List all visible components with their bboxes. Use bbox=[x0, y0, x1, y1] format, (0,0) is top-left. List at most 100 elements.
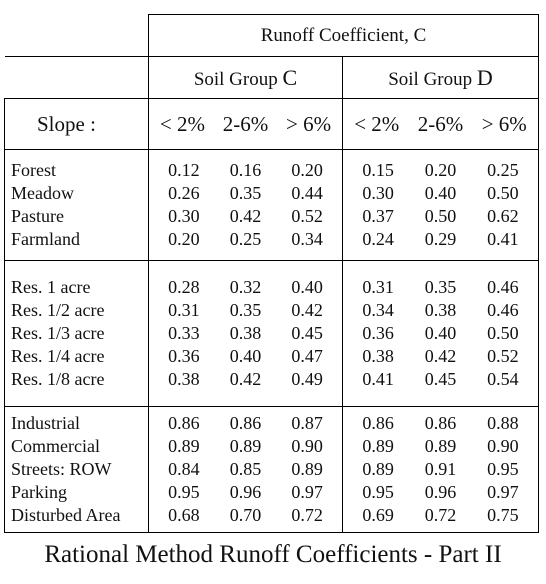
section-row: Industrial Commercial Streets: ROW Parking D… bbox=[4, 406, 539, 533]
coefficient-value: 0.42 bbox=[229, 206, 262, 226]
value-row: 0.15 0.20 0.25 bbox=[343, 159, 538, 182]
figure-caption: Rational Method Runoff Coefficients - Pa… bbox=[44, 541, 502, 568]
coefficient-value: 0.40 bbox=[229, 346, 262, 366]
soil-group-c-header: Soil Group C bbox=[148, 56, 343, 99]
value-row: 0.20 0.25 0.34 bbox=[149, 228, 342, 251]
coefficient-value: 0.26 bbox=[168, 183, 200, 203]
coefficient-value: 0.20 bbox=[168, 229, 200, 249]
group-c-values: 0.86 0.86 0.87 0.89 0.89 0.90 0.84 0.85 0.89 0.95… bbox=[148, 406, 343, 533]
coefficient-value: 0.38 bbox=[168, 369, 200, 389]
coefficient-value: 0.89 bbox=[168, 436, 200, 456]
value-row: 0.31 0.35 0.46 bbox=[343, 276, 538, 299]
value-row: 0.30 0.40 0.50 bbox=[343, 182, 538, 205]
value-row: 0.86 0.86 0.88 bbox=[343, 412, 538, 435]
value-row: 0.26 0.35 0.44 bbox=[149, 182, 342, 205]
header-title: Runoff Coefficient, C bbox=[148, 14, 539, 57]
coefficient-value: 0.95 bbox=[362, 482, 394, 502]
coefficient-value: 0.46 bbox=[487, 300, 519, 320]
coefficient-value: 0.86 bbox=[362, 413, 394, 433]
coefficient-value: 0.72 bbox=[424, 505, 457, 525]
coefficient-value: 0.36 bbox=[168, 346, 200, 366]
coefficient-value: 0.12 bbox=[168, 160, 200, 180]
land-use-names: Forest Meadow Pasture Farmland bbox=[4, 149, 149, 261]
value-row: 0.30 0.42 0.52 bbox=[149, 205, 342, 228]
land-use-label: Disturbed Area bbox=[11, 505, 121, 525]
coefficient-value: 0.31 bbox=[362, 277, 394, 297]
value-row: 0.86 0.86 0.87 bbox=[149, 412, 342, 435]
value-row: 0.28 0.32 0.40 bbox=[149, 276, 342, 299]
coefficient-value: 0.30 bbox=[168, 206, 200, 226]
coefficient-value: 0.45 bbox=[291, 323, 323, 343]
coefficient-value: 0.34 bbox=[362, 300, 394, 320]
coefficient-value: 0.38 bbox=[229, 323, 262, 343]
value-row: 0.69 0.72 0.75 bbox=[343, 504, 538, 527]
value-row: 0.89 0.89 0.90 bbox=[149, 435, 342, 458]
land-use-label: Res. 1/2 acre bbox=[11, 300, 105, 320]
coefficient-value: 0.42 bbox=[424, 346, 457, 366]
coefficient-value: 0.50 bbox=[487, 323, 519, 343]
coefficient-value: 0.25 bbox=[487, 160, 519, 180]
value-row: 0.41 0.45 0.54 bbox=[343, 368, 538, 391]
coefficient-value: 0.20 bbox=[291, 160, 323, 180]
value-row: 0.12 0.16 0.20 bbox=[149, 159, 342, 182]
coefficient-value: 0.97 bbox=[291, 482, 323, 502]
coefficient-value: 0.86 bbox=[229, 413, 262, 433]
coefficient-value: 0.15 bbox=[362, 160, 394, 180]
coefficient-value: 0.95 bbox=[487, 459, 519, 479]
coefficient-value: 0.42 bbox=[291, 300, 323, 320]
coefficient-value: 0.89 bbox=[291, 459, 323, 479]
coefficient-value: 0.68 bbox=[168, 505, 200, 525]
coefficient-value: 0.86 bbox=[168, 413, 200, 433]
corner-blank bbox=[4, 14, 149, 57]
slope-label: Slope : bbox=[4, 98, 149, 150]
land-use-label: Industrial bbox=[11, 413, 80, 433]
land-use-label: Res. 1/8 acre bbox=[11, 369, 105, 389]
group-c-values: 0.12 0.16 0.20 0.26 0.35 0.44 0.30 0.42 0.52 0.20… bbox=[148, 149, 343, 261]
value-row: 0.84 0.85 0.89 bbox=[149, 458, 342, 481]
coefficient-value: 0.91 bbox=[424, 459, 457, 479]
value-row: 0.95 0.96 0.97 bbox=[343, 481, 538, 504]
land-use-label: Res. 1/4 acre bbox=[11, 346, 105, 366]
group-d-values: 0.31 0.35 0.46 0.34 0.38 0.46 0.36 0.40 0.50 0.38… bbox=[342, 260, 539, 407]
value-row: 0.95 0.96 0.97 bbox=[149, 481, 342, 504]
value-row: 0.33 0.38 0.45 bbox=[149, 322, 342, 345]
section-row: Res. 1 acre Res. 1/2 acre Res. 1/3 acre Res… bbox=[4, 260, 539, 407]
slope-header: < 2% bbox=[354, 111, 400, 136]
group-c-values: 0.28 0.32 0.40 0.31 0.35 0.42 0.33 0.38 0.45 0.36… bbox=[148, 260, 343, 407]
coefficient-value: 0.89 bbox=[362, 459, 394, 479]
land-use-label: Res. 1/3 acre bbox=[11, 323, 105, 343]
value-row: 0.89 0.89 0.90 bbox=[343, 435, 538, 458]
land-use-label: Pasture bbox=[11, 206, 64, 226]
slope-header: 2-6% bbox=[222, 111, 269, 136]
land-use-label: Parking bbox=[11, 482, 67, 502]
coefficient-value: 0.41 bbox=[487, 229, 519, 249]
coefficient-value: 0.37 bbox=[362, 206, 394, 226]
coefficient-value: 0.36 bbox=[362, 323, 394, 343]
slope-headers-group-c: < 2% 2-6% > 6% bbox=[148, 98, 343, 150]
value-row: 0.38 0.42 0.49 bbox=[149, 368, 342, 391]
coefficient-value: 0.35 bbox=[229, 300, 262, 320]
coefficient-value: 0.96 bbox=[229, 482, 262, 502]
coefficient-value: 0.20 bbox=[424, 160, 457, 180]
slope-header: > 6% bbox=[286, 111, 332, 136]
coefficient-value: 0.33 bbox=[168, 323, 200, 343]
land-use-label: Meadow bbox=[11, 183, 74, 203]
land-use-label: Commercial bbox=[11, 436, 100, 456]
coefficient-value: 0.40 bbox=[291, 277, 323, 297]
value-row: 0.36 0.40 0.47 bbox=[149, 345, 342, 368]
coefficient-value: 0.50 bbox=[487, 183, 519, 203]
value-row: 0.68 0.70 0.72 bbox=[149, 504, 342, 527]
coefficient-value: 0.38 bbox=[362, 346, 394, 366]
coefficient-value: 0.31 bbox=[168, 300, 200, 320]
coefficient-value: 0.25 bbox=[229, 229, 262, 249]
group-d-values: 0.86 0.86 0.88 0.89 0.89 0.90 0.89 0.91 0.95 0.95… bbox=[342, 406, 539, 533]
coefficient-value: 0.70 bbox=[229, 505, 262, 525]
land-use-label: Forest bbox=[11, 160, 56, 180]
coefficient-value: 0.41 bbox=[362, 369, 394, 389]
coefficient-value: 0.75 bbox=[487, 505, 519, 525]
coefficient-value: 0.32 bbox=[229, 277, 262, 297]
value-row: 0.37 0.50 0.62 bbox=[343, 205, 538, 228]
coefficient-value: 0.85 bbox=[229, 459, 262, 479]
coefficient-value: 0.90 bbox=[487, 436, 519, 456]
coefficient-value: 0.89 bbox=[362, 436, 394, 456]
